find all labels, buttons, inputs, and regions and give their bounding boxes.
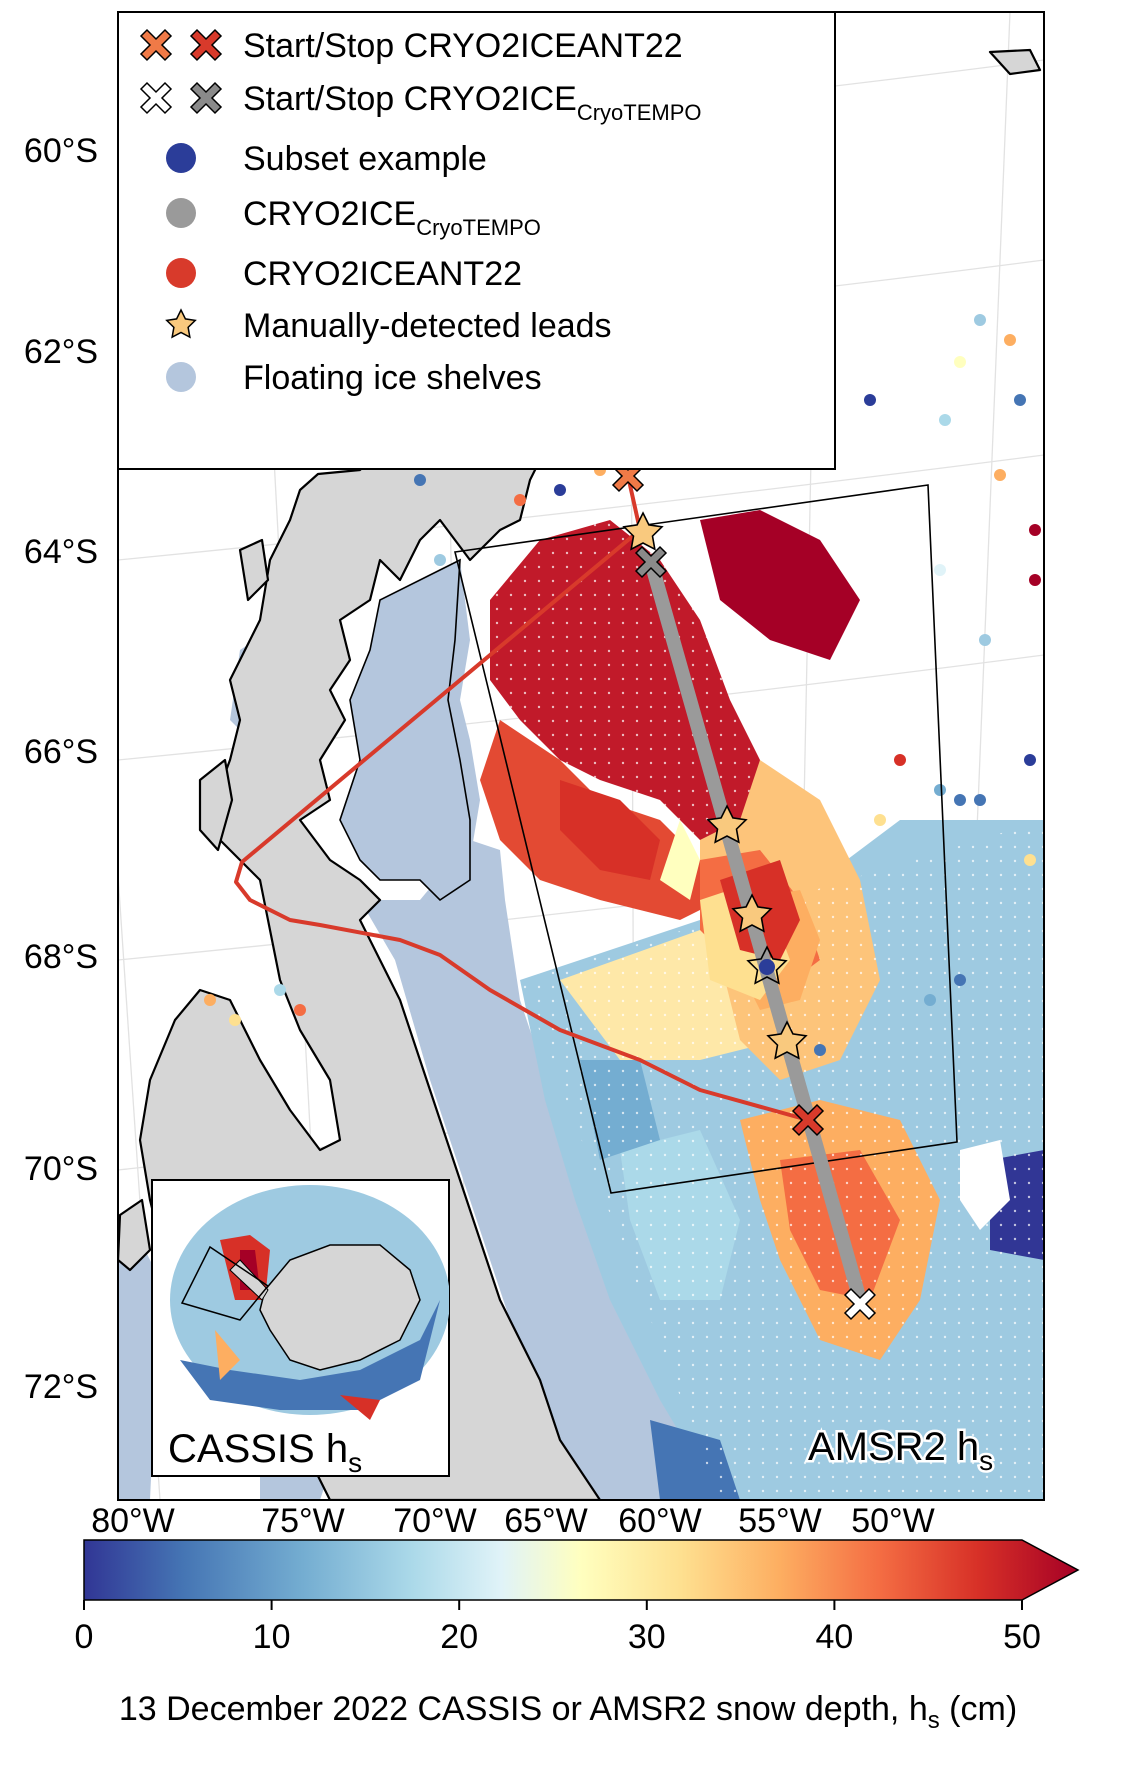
cross-marker-icon bbox=[139, 81, 173, 115]
manual-lead-stars bbox=[622, 511, 808, 1060]
subset-example-dot bbox=[759, 959, 775, 975]
ant22-track bbox=[234, 475, 809, 1122]
lat-label: 72°S bbox=[24, 1368, 98, 1406]
lon-label: 70°W bbox=[393, 1502, 477, 1540]
colorbar-label: 13 December 2022 CASSIS or AMSR2 snow de… bbox=[119, 1690, 1017, 1734]
colorbar: 0 10 20 30 40 50 13 December 2022 CASSIS or A… bbox=[75, 1539, 1080, 1734]
cross-marker-icon bbox=[189, 81, 223, 115]
legend-item: CRYO2ICEANT22 bbox=[166, 255, 522, 293]
lat-label: 66°S bbox=[24, 733, 98, 771]
legend-label: Manually-detected leads bbox=[243, 307, 612, 345]
longitude-labels: 80°W 75°W 70°W 65°W 60°W 55°W 50°W bbox=[91, 1502, 935, 1540]
dot-marker-icon bbox=[166, 258, 196, 288]
inset-subset-box bbox=[180, 1245, 270, 1321]
lead-star bbox=[766, 1020, 808, 1060]
colorbar-tick-label: 0 bbox=[75, 1618, 94, 1656]
colorbar-bar bbox=[83, 1539, 1080, 1601]
amsr2-panel-label: AMSR2 hs bbox=[808, 1425, 993, 1476]
colorbar-ticks: 0 10 20 30 40 50 bbox=[75, 1600, 1041, 1656]
lat-label: 64°S bbox=[24, 533, 98, 571]
legend-item: Manually-detected leads bbox=[165, 307, 612, 345]
lon-label: 60°W bbox=[618, 1502, 702, 1540]
cryotempo-stop-marker bbox=[843, 1287, 877, 1321]
ant22-stop-marker bbox=[791, 1103, 825, 1137]
lead-star bbox=[622, 511, 664, 551]
inset-antarctica bbox=[259, 1244, 421, 1371]
cryotempo-track bbox=[644, 555, 867, 1307]
lead-star bbox=[706, 804, 748, 844]
lat-label: 70°S bbox=[24, 1150, 98, 1188]
lat-label: 62°S bbox=[24, 333, 98, 371]
legend-label: Floating ice shelves bbox=[243, 359, 542, 397]
lead-star bbox=[731, 893, 773, 933]
dot-marker-icon bbox=[166, 143, 196, 173]
lat-label: 60°S bbox=[24, 132, 98, 170]
inset-label: CASSIS hs bbox=[168, 1427, 362, 1478]
legend-item: Floating ice shelves bbox=[166, 359, 542, 397]
lon-label: 50°W bbox=[851, 1502, 935, 1540]
colorbar-tick-label: 50 bbox=[1003, 1618, 1041, 1656]
subset-box bbox=[454, 484, 958, 1194]
colorbar-tick-label: 10 bbox=[253, 1618, 291, 1656]
legend-label: CRYO2ICEANT22 bbox=[243, 255, 522, 293]
dot-marker-icon bbox=[166, 362, 196, 392]
dot-marker-icon bbox=[166, 198, 196, 228]
star-marker-icon bbox=[165, 308, 197, 339]
latitude-labels: 60°S 62°S 64°S 66°S 68°S 70°S 72°S bbox=[24, 132, 98, 1406]
legend-label: Start/Stop CRYO2ICEANT22 bbox=[243, 27, 683, 65]
cross-marker-icon bbox=[189, 28, 223, 62]
larsen-ice-shelf bbox=[339, 558, 471, 902]
inset-map: CASSIS hs bbox=[151, 1179, 450, 1478]
lon-label: 65°W bbox=[504, 1502, 588, 1540]
legend-item: Subset example bbox=[166, 140, 487, 178]
legend-item: Start/Stop CRYO2ICEANT22 bbox=[139, 27, 683, 65]
colorbar-tick-label: 30 bbox=[628, 1618, 666, 1656]
colorbar-tick-label: 40 bbox=[815, 1618, 853, 1656]
lat-label: 68°S bbox=[24, 938, 98, 976]
colorbar-tick-label: 20 bbox=[440, 1618, 478, 1656]
lead-star bbox=[746, 945, 788, 985]
legend-box bbox=[117, 11, 836, 470]
legend-label: Subset example bbox=[243, 140, 487, 178]
lon-label: 55°W bbox=[738, 1502, 822, 1540]
cryotempo-start-marker bbox=[634, 545, 668, 579]
cross-marker-icon bbox=[139, 28, 173, 62]
lon-label: 75°W bbox=[261, 1502, 345, 1540]
lon-label: 80°W bbox=[91, 1502, 175, 1540]
